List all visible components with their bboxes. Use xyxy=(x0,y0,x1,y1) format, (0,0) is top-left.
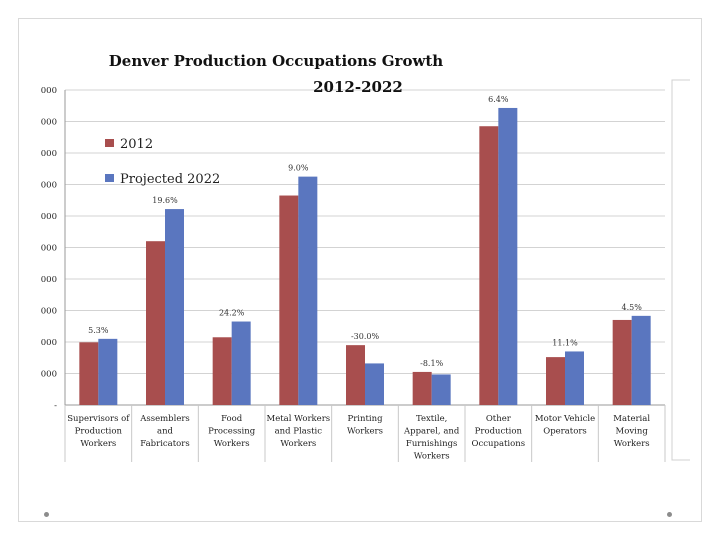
bar-2012 xyxy=(346,345,365,405)
growth-label: 9.0% xyxy=(288,164,309,173)
category-label: Motor Vehicle Operators xyxy=(535,414,595,437)
chart-title: Denver Production Occupations Growth xyxy=(109,52,444,70)
growth-label: 4.5% xyxy=(622,303,643,312)
bar-2012 xyxy=(412,371,432,405)
y-tick-label: 9,000 xyxy=(40,118,57,128)
category-label: Textile, Apparel, and Furnishings Workers xyxy=(403,414,460,462)
growth-label: 19.6% xyxy=(152,196,178,205)
growth-labels: 5.3% 19.6% 24.2% 9.0% -30.0% -8.1% 6.4% 11.1% 4.… xyxy=(88,95,642,368)
bar-chart: - 1,000 2,000 3,000 4,000 5,000 6,000 7,000 8,00… xyxy=(27,52,693,462)
growth-label: 5.3% xyxy=(88,326,109,335)
legend-label: Projected 2022 xyxy=(120,172,220,187)
y-tick-label: 5,000 xyxy=(40,244,57,254)
bar-projected-2022 xyxy=(298,176,318,405)
category-label: Metal Workers and Plastic Workers xyxy=(267,414,331,449)
growth-label: -8.1% xyxy=(420,359,443,368)
bar-2012 xyxy=(279,195,299,405)
category-label: Printing Workers xyxy=(347,414,383,437)
chart-subtitle: 2012-2022 xyxy=(313,78,403,96)
bar-2012 xyxy=(146,241,165,405)
growth-label: 11.1% xyxy=(552,338,578,347)
y-tick-label: - xyxy=(54,401,57,411)
category-labels: Supervisors of Production Workers Assembler… xyxy=(67,414,650,462)
y-tick-label: 2,000 xyxy=(40,338,57,348)
category-label: Material Moving Workers xyxy=(613,414,650,449)
bar-2012 xyxy=(612,319,632,405)
y-tick-label: 6,000 xyxy=(40,212,57,222)
growth-label: -30.0% xyxy=(351,332,380,341)
y-tick-label: 10,000 xyxy=(40,86,57,96)
y-tick-label: 3,000 xyxy=(40,307,57,317)
bar-projected-2022 xyxy=(431,374,451,405)
bars xyxy=(79,107,651,405)
y-tick-label: 1,000 xyxy=(40,370,57,380)
corner-dot-bottom-right xyxy=(667,512,672,517)
bar-2012 xyxy=(479,126,499,405)
bar-projected-2022 xyxy=(498,107,518,405)
category-label: Assemblers and Fabricators xyxy=(139,414,190,449)
bar-projected-2022 xyxy=(98,338,118,405)
y-tick-label: 7,000 xyxy=(40,181,57,191)
corner-dot-bottom-left xyxy=(44,512,49,517)
legend-swatch-2012 xyxy=(105,139,114,147)
legend: 2012 Projected 2022 xyxy=(105,137,220,187)
legend-swatch-projected-2022 xyxy=(105,174,114,182)
right-side-strip xyxy=(671,79,693,461)
legend-label: 2012 xyxy=(120,137,153,152)
growth-label: 24.2% xyxy=(219,309,245,318)
category-label: Food Processing Workers xyxy=(208,414,256,449)
y-tick-label: 4,000 xyxy=(40,275,57,285)
y-tick-label: 8,000 xyxy=(40,149,57,159)
bar-2012 xyxy=(79,342,99,405)
category-label: Other Production Occupations xyxy=(472,414,526,449)
bar-projected-2022 xyxy=(631,315,651,405)
bar-projected-2022 xyxy=(231,321,251,405)
category-label: Supervisors of Production Workers xyxy=(67,414,130,449)
bar-projected-2022 xyxy=(565,351,584,405)
bar-2012 xyxy=(212,337,232,405)
bar-projected-2022 xyxy=(165,209,184,405)
chart-panel: - 1,000 2,000 3,000 4,000 5,000 6,000 7,000 8,00… xyxy=(27,40,693,470)
y-axis-ticks: - 1,000 2,000 3,000 4,000 5,000 6,000 7,000 8,00… xyxy=(27,86,57,411)
bar-projected-2022 xyxy=(365,363,384,405)
bar-2012 xyxy=(546,357,565,405)
growth-label: 6.4% xyxy=(488,95,509,104)
